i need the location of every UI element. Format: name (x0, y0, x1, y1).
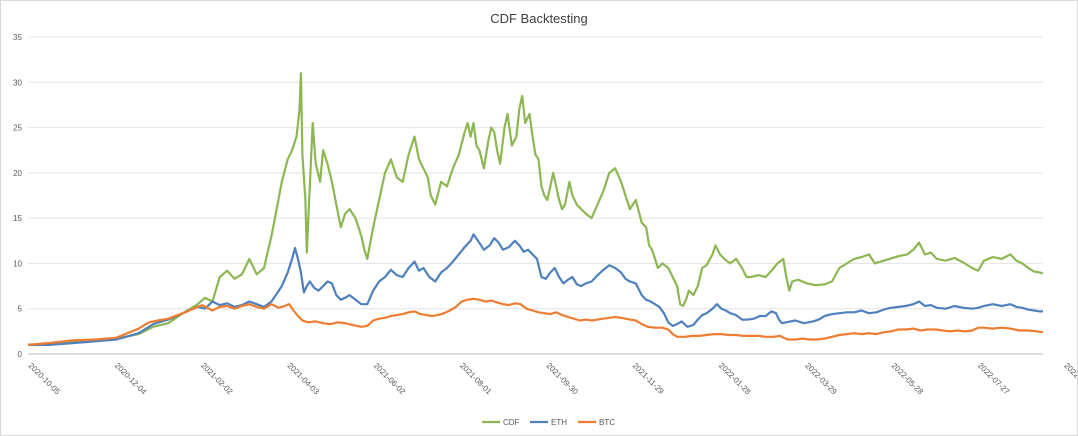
y-tick-label: 30 (13, 78, 22, 87)
x-tick-label: 2022-07-27 (976, 361, 1012, 397)
x-tick-label: 2022-03-29 (803, 361, 839, 397)
x-tick-label: 2021-08-01 (458, 361, 494, 397)
x-tick-label: 2022-05-28 (890, 361, 926, 397)
legend-label-eth: ETH (551, 418, 567, 427)
series-line-btc (27, 297, 1044, 346)
chart-title: CDF Backtesting (490, 11, 588, 26)
series-line-eth (28, 233, 1043, 346)
x-tick-label: 2021-11-29 (631, 361, 666, 396)
legend-label-cdf: CDF (503, 418, 520, 427)
y-tick-label: 35 (13, 33, 22, 42)
gridlines (28, 36, 1043, 355)
series-line-cdf (27, 72, 1044, 346)
x-tick-label: 2021-09-30 (544, 361, 580, 397)
y-tick-label: 0 (18, 350, 23, 359)
x-tick-label: 2020-10-05 (27, 361, 63, 397)
x-tick-label: 2021-02-02 (199, 361, 235, 397)
y-tick-label: 25 (13, 124, 22, 133)
x-tick-label: 2021-06-02 (372, 361, 408, 397)
legend: CDF ETH BTC (482, 418, 615, 427)
y-axis-ticks: 0 5 10 15 20 25 30 35 (13, 33, 22, 359)
y-tick-label: 5 (18, 305, 23, 314)
x-tick-label: 2020-12-04 (113, 361, 149, 397)
x-axis-ticks: 2020-10-05 2020-12-04 2021-02-02 2021-04-03… (27, 361, 1077, 397)
x-tick-label: 2021-04-03 (285, 361, 321, 397)
y-tick-label: 20 (13, 169, 22, 178)
legend-label-btc: BTC (599, 418, 615, 427)
y-tick-label: 10 (13, 259, 22, 268)
series-lines (27, 72, 1044, 346)
x-tick-label: 2022-09-25 (1062, 361, 1077, 397)
x-tick-label: 2022-01-28 (717, 361, 753, 397)
y-tick-label: 15 (13, 214, 22, 223)
